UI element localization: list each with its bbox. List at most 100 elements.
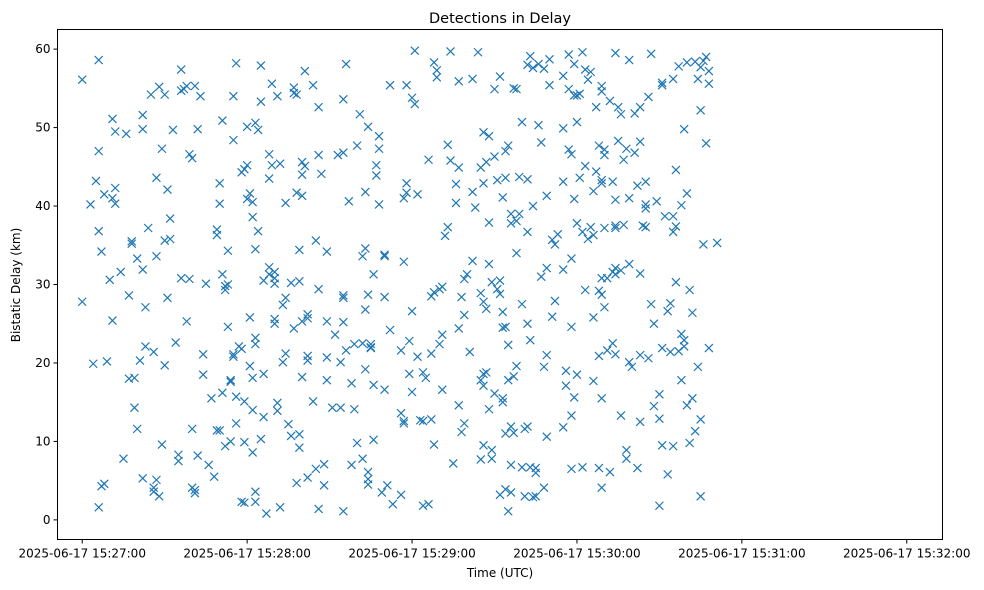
- data-point: [492, 175, 502, 185]
- y-tick-label: 60: [35, 42, 50, 56]
- data-point: [174, 456, 183, 466]
- data-point: [198, 370, 208, 380]
- data-point: [525, 51, 535, 61]
- data-point: [459, 418, 469, 428]
- data-point: [597, 175, 607, 185]
- data-point: [217, 116, 227, 125]
- data-point: [649, 401, 659, 411]
- data-point: [558, 177, 568, 187]
- data-point: [671, 165, 681, 175]
- data-point: [676, 329, 686, 339]
- data-point: [679, 335, 689, 345]
- data-point: [242, 160, 252, 170]
- data-point: [380, 250, 389, 260]
- data-point: [88, 359, 98, 369]
- data-point: [446, 156, 455, 165]
- data-point: [297, 191, 307, 201]
- data-point: [292, 188, 302, 198]
- data-point: [141, 302, 150, 312]
- data-point: [459, 274, 469, 284]
- data-point: [297, 157, 307, 167]
- data-point: [355, 109, 365, 119]
- data-point: [594, 286, 604, 296]
- data-point: [632, 463, 642, 473]
- data-point: [418, 501, 428, 511]
- data-point: [558, 123, 568, 133]
- data-point: [512, 84, 521, 94]
- data-point: [578, 462, 587, 472]
- chart-title: Detections in Delay: [429, 11, 571, 27]
- data-point: [498, 393, 508, 403]
- data-point: [564, 145, 574, 154]
- data-point: [358, 454, 368, 464]
- data-point: [242, 194, 252, 204]
- data-point: [564, 50, 574, 60]
- data-point: [185, 274, 194, 284]
- data-point: [608, 177, 618, 187]
- data-point: [613, 102, 623, 112]
- data-point: [487, 445, 497, 455]
- data-point: [503, 375, 513, 385]
- data-point: [366, 339, 376, 349]
- data-point: [635, 137, 645, 147]
- data-point: [347, 460, 357, 470]
- data-point: [501, 173, 510, 183]
- data-point: [160, 360, 170, 370]
- data-point: [382, 480, 392, 490]
- data-point: [163, 293, 172, 303]
- data-point: [476, 375, 486, 385]
- data-point: [410, 46, 420, 56]
- data-point: [432, 72, 442, 82]
- data-point: [108, 114, 117, 124]
- data-point: [602, 345, 612, 355]
- data-point: [338, 291, 348, 300]
- data-point: [660, 211, 670, 221]
- data-point: [646, 49, 656, 59]
- data-point: [481, 304, 491, 314]
- data-point: [303, 309, 313, 319]
- data-point: [138, 124, 148, 134]
- data-point: [352, 141, 362, 151]
- data-point: [547, 312, 557, 322]
- data-point: [413, 189, 422, 199]
- y-axis-label: Bistatic Delay (km): [9, 228, 23, 343]
- data-point: [94, 502, 104, 512]
- data-point: [424, 155, 433, 165]
- data-point: [704, 343, 714, 353]
- data-point: [545, 54, 554, 64]
- data-point: [454, 400, 464, 410]
- data-point: [652, 196, 662, 206]
- data-point: [380, 251, 389, 261]
- data-point: [501, 484, 510, 494]
- data-point: [228, 349, 238, 359]
- data-point: [479, 297, 488, 307]
- y-tick-label: 20: [35, 356, 50, 370]
- data-point: [190, 485, 200, 495]
- data-point: [454, 324, 464, 333]
- data-point: [468, 187, 477, 197]
- data-point: [498, 192, 508, 202]
- data-point: [676, 200, 686, 210]
- data-point: [418, 416, 428, 426]
- data-point: [476, 288, 486, 298]
- data-point: [322, 316, 332, 326]
- data-point: [294, 276, 304, 286]
- data-point: [250, 497, 260, 507]
- data-point: [594, 351, 604, 361]
- data-point: [523, 60, 532, 70]
- data-point: [212, 426, 222, 435]
- data-point: [259, 412, 269, 422]
- data-point: [523, 319, 532, 329]
- data-point: [289, 324, 299, 333]
- data-point: [286, 278, 296, 288]
- data-point: [676, 375, 686, 385]
- data-point: [517, 462, 527, 472]
- data-point: [297, 170, 307, 180]
- data-point: [264, 174, 274, 184]
- data-point: [671, 222, 681, 231]
- data-point: [338, 293, 348, 303]
- data-point: [303, 313, 313, 323]
- data-point: [239, 164, 249, 174]
